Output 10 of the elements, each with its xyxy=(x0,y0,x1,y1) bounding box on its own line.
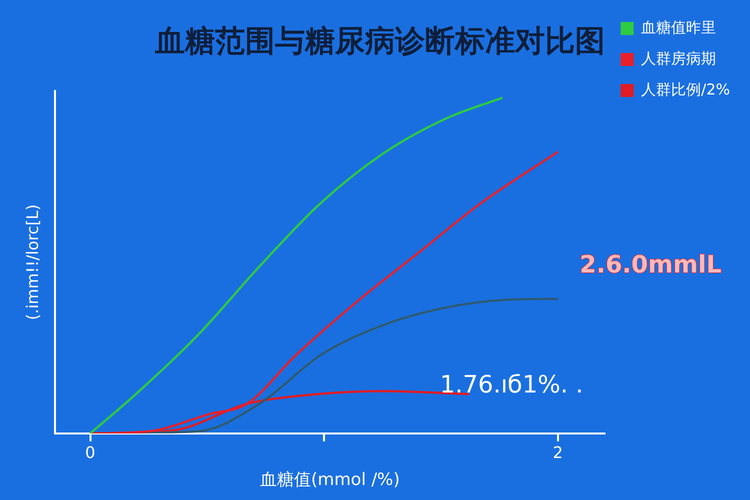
y-axis-title: (.imm!!/lorc[L) xyxy=(22,204,42,320)
chart-title: 血糖范围与糖尿病诊断标准对比图 xyxy=(154,24,605,59)
annotation: 1.76.ıб1%. . xyxy=(440,370,584,398)
legend-label: 血糖值昨里 xyxy=(641,18,716,36)
legend-label: 人群比例/2% xyxy=(641,80,730,98)
annotation: 2.6.0mmlL xyxy=(580,250,722,278)
x-tick-label: 2 xyxy=(552,443,563,462)
legend-label: 人群房病期 xyxy=(641,49,716,68)
x-axis-title: 血糖值(mmol /%) xyxy=(260,470,400,490)
x-tick-label: 0 xyxy=(85,443,96,462)
